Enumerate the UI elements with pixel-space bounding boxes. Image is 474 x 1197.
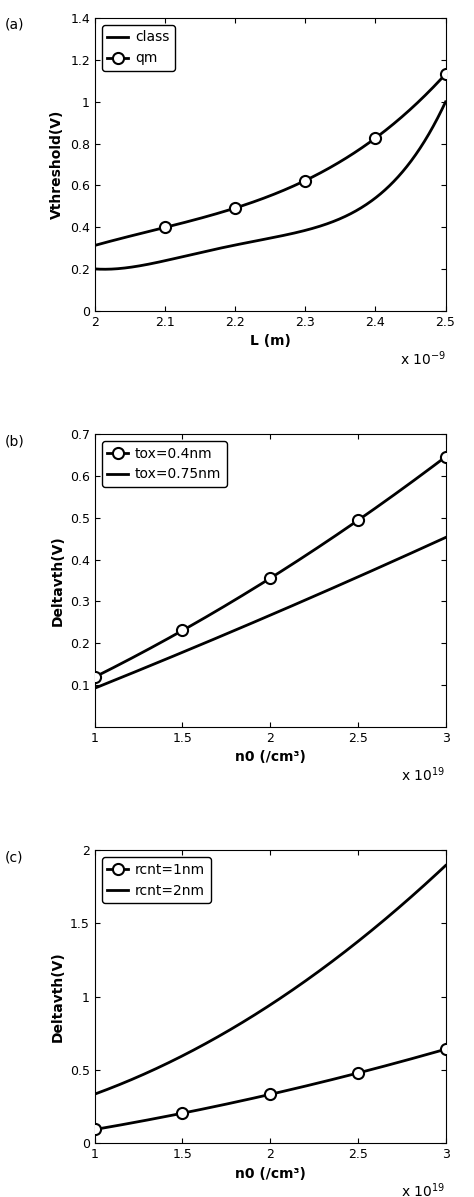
Y-axis label: Deltavth(V): Deltavth(V) — [50, 535, 64, 626]
Y-axis label: Vthreshold(V): Vthreshold(V) — [50, 110, 64, 219]
Text: x 10$^{19}$: x 10$^{19}$ — [401, 1181, 446, 1197]
Text: x 10$^{19}$: x 10$^{19}$ — [401, 765, 446, 784]
X-axis label: n0 (/cm³): n0 (/cm³) — [235, 751, 306, 765]
Legend: rcnt=1nm, rcnt=2nm: rcnt=1nm, rcnt=2nm — [102, 857, 211, 903]
Legend: class, qm: class, qm — [102, 25, 175, 71]
Text: (b): (b) — [5, 435, 25, 448]
Legend: tox=0.4nm, tox=0.75nm: tox=0.4nm, tox=0.75nm — [102, 440, 227, 487]
Text: x 10$^{-9}$: x 10$^{-9}$ — [400, 350, 446, 367]
Text: (a): (a) — [5, 18, 24, 32]
X-axis label: n0 (/cm³): n0 (/cm³) — [235, 1167, 306, 1180]
Text: (c): (c) — [5, 850, 23, 864]
Y-axis label: Deltavth(V): Deltavth(V) — [50, 952, 64, 1043]
X-axis label: L (m): L (m) — [250, 334, 291, 348]
